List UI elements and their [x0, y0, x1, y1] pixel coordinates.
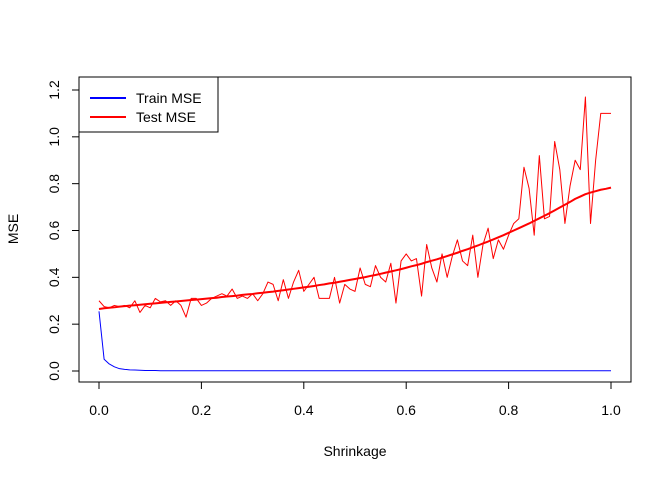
x-axis: 0.0 0.2 0.4 0.6 0.8 1.0: [89, 381, 621, 418]
legend: Train MSE Test MSE: [78, 76, 219, 133]
y-tick-label: 0.6: [46, 221, 62, 241]
x-tick-label: 0.4: [294, 402, 314, 418]
y-axis-label: MSE: [5, 214, 21, 244]
y-tick-label: 1.2: [46, 80, 62, 100]
test-mse-line: [98, 96, 611, 318]
test-mse-smooth-line: [98, 186, 612, 310]
x-tick-label: 0.8: [499, 402, 519, 418]
legend-label-test: Test MSE: [136, 109, 196, 125]
x-axis-label: Shrinkage: [323, 443, 386, 459]
x-tick-label: 1.0: [601, 402, 621, 418]
y-tick-label: 1.0: [46, 127, 62, 147]
x-tick-label: 0.2: [192, 402, 212, 418]
y-tick-label: 0.0: [46, 361, 62, 381]
y-tick-label: 0.4: [46, 267, 62, 287]
train-mse-line: [98, 311, 611, 372]
x-tick-label: 0.6: [396, 402, 416, 418]
legend-label-train: Train MSE: [136, 90, 202, 106]
y-axis: 0.0 0.2 0.4 0.6 0.8 1.0 1.2: [46, 80, 80, 381]
series-layer: [98, 96, 612, 372]
x-tick-label: 0.0: [89, 402, 109, 418]
y-tick-label: 0.2: [46, 314, 62, 334]
y-tick-label: 0.8: [46, 174, 62, 194]
legend-box: [78, 76, 219, 133]
